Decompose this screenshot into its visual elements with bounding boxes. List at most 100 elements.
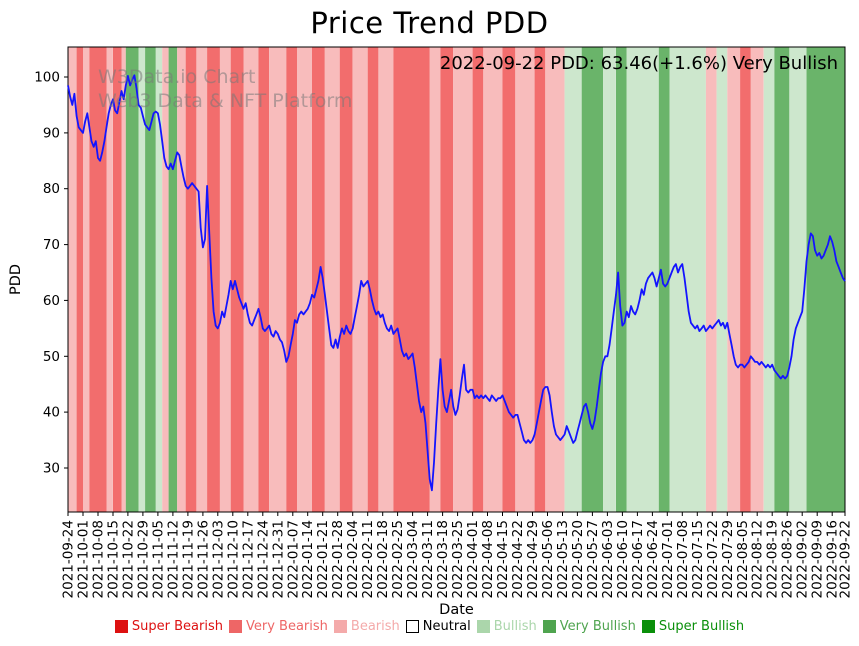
legend-item-very-bearish: Very Bearish <box>229 619 328 634</box>
x-tick-label: 2022-07-08 <box>675 520 691 598</box>
x-tick-label: 2021-12-10 <box>225 520 241 598</box>
legend-label-super-bearish: Super Bearish <box>131 619 223 634</box>
legend-label-bullish: Bullish <box>493 619 537 634</box>
sentiment-band-very_bearish <box>286 47 297 512</box>
legend-swatch-very-bullish <box>542 620 556 633</box>
legend-item-bullish: Bullish <box>476 619 537 634</box>
sentiment-band-very_bullish <box>145 47 156 512</box>
x-tick-label: 2022-01-21 <box>315 520 331 598</box>
y-tick-label: 60 <box>43 293 60 309</box>
sentiment-band-bearish <box>269 47 287 512</box>
sentiment-band-very_bearish <box>472 47 484 512</box>
y-tick-label: 40 <box>43 405 60 421</box>
x-tick-label: 2022-08-05 <box>735 520 751 598</box>
x-tick-label: 2021-12-03 <box>210 520 226 598</box>
legend-label-neutral: Neutral <box>422 619 471 634</box>
sentiment-band-bearish <box>378 47 394 512</box>
legend-swatch-bullish <box>476 620 490 633</box>
sentiment-band-bearish <box>121 47 126 512</box>
y-axis-label: PDD <box>8 264 24 295</box>
sentiment-band-very_bullish <box>616 47 627 512</box>
sentiment-band-bearish <box>750 47 764 512</box>
x-tick-label: 2022-03-04 <box>405 520 421 598</box>
x-tick-label: 2022-05-13 <box>555 520 571 598</box>
x-tick-label: 2021-10-29 <box>135 520 151 598</box>
x-tick-label: 2021-09-24 <box>61 520 77 598</box>
latest-value-annotation: 2022-09-22 PDD: 63.46(+1.6%) Very Bullis… <box>439 53 838 74</box>
x-tick-label: 2022-01-28 <box>330 520 346 598</box>
x-tick-label: 2022-04-29 <box>525 520 541 598</box>
sentiment-legend: Super Bearish Very Bearish Bearish Neutral B… <box>0 619 859 634</box>
x-tick-label: 2022-07-01 <box>660 520 676 598</box>
x-tick-label: 2021-11-26 <box>195 520 211 598</box>
legend-item-super-bearish: Super Bearish <box>114 619 223 634</box>
y-tick-label: 70 <box>43 237 60 253</box>
sentiment-band-very_bearish <box>367 47 379 512</box>
sentiment-band-bullish <box>669 47 706 512</box>
x-tick-label: 2022-06-03 <box>600 520 616 598</box>
sentiment-band-bearish <box>106 47 113 512</box>
x-tick-label: 2022-01-14 <box>300 520 316 598</box>
legend-item-neutral: Neutral <box>405 619 471 634</box>
legend-swatch-super-bearish <box>114 620 128 633</box>
x-tick-label: 2021-10-01 <box>76 520 92 598</box>
sentiment-band-bullish <box>763 47 775 512</box>
y-tick-label: 100 <box>34 70 60 86</box>
x-tick-label: 2021-11-05 <box>150 520 166 598</box>
sentiment-band-very_bearish <box>76 47 83 512</box>
x-tick-label: 2022-02-11 <box>360 520 376 598</box>
sentiment-band-very_bullish <box>658 47 670 512</box>
legend-swatch-bearish <box>333 620 347 633</box>
sentiment-band-bullish <box>603 47 616 512</box>
sentiment-band-very_bullish <box>581 47 604 512</box>
sentiment-band-bearish <box>727 47 741 512</box>
x-tick-label: 2022-09-22 <box>838 520 854 598</box>
y-tick-label: 80 <box>43 181 60 197</box>
sentiment-band-very_bearish <box>230 47 244 512</box>
sentiment-band-very_bullish <box>806 47 845 512</box>
x-tick-label: 2022-03-11 <box>420 520 436 598</box>
x-tick-label: 2022-04-08 <box>480 520 496 598</box>
x-tick-label: 2022-08-26 <box>780 520 796 598</box>
sentiment-band-bearish <box>515 47 535 512</box>
sentiment-band-bearish <box>297 47 312 512</box>
x-tick-label: 2022-07-22 <box>705 520 721 598</box>
sentiment-band-bullish <box>789 47 807 512</box>
x-axis-label: Date <box>439 602 474 618</box>
y-tick-label: 50 <box>43 349 60 365</box>
sentiment-band-very_bearish <box>740 47 751 512</box>
sentiment-band-bearish <box>705 47 717 512</box>
sentiment-band-bullish <box>155 47 163 512</box>
x-tick-label: 2022-07-15 <box>690 520 706 598</box>
sentiment-band-very_bearish <box>185 47 197 512</box>
x-tick-label: 2022-09-02 <box>795 520 811 598</box>
legend-swatch-very-bearish <box>229 620 242 633</box>
sentiment-band-very_bearish <box>339 47 353 512</box>
x-tick-label: 2022-06-17 <box>630 520 646 598</box>
sentiment-band-bearish <box>483 47 503 512</box>
sentiment-band-bearish <box>196 47 208 512</box>
sentiment-band-very_bearish <box>502 47 516 512</box>
x-tick-label: 2021-11-19 <box>180 520 196 598</box>
x-tick-label: 2022-04-22 <box>510 520 526 598</box>
sentiment-band-very_bullish <box>774 47 790 512</box>
x-tick-label: 2022-02-25 <box>390 520 406 598</box>
legend-swatch-super-bullish <box>641 620 655 633</box>
legend-swatch-neutral <box>405 620 419 633</box>
x-tick-label: 2022-06-10 <box>615 520 631 598</box>
sentiment-band-very_bearish <box>258 47 270 512</box>
x-tick-label: 2021-10-08 <box>91 520 107 598</box>
x-tick-label: 2022-06-24 <box>645 520 661 598</box>
legend-item-bearish: Bearish <box>333 619 400 634</box>
x-tick-label: 2022-04-15 <box>495 520 511 598</box>
sentiment-band-bearish <box>453 47 473 512</box>
sentiment-band-very_bearish <box>393 47 430 512</box>
sentiment-band-bearish <box>83 47 90 512</box>
legend-label-super-bullish: Super Bullish <box>658 619 745 634</box>
sentiment-band-bearish <box>324 47 340 512</box>
y-tick-label: 90 <box>43 125 60 141</box>
x-tick-label: 2022-02-18 <box>375 520 391 598</box>
x-tick-label: 2022-01-07 <box>285 520 301 598</box>
x-tick-label: 2021-12-17 <box>240 520 256 598</box>
